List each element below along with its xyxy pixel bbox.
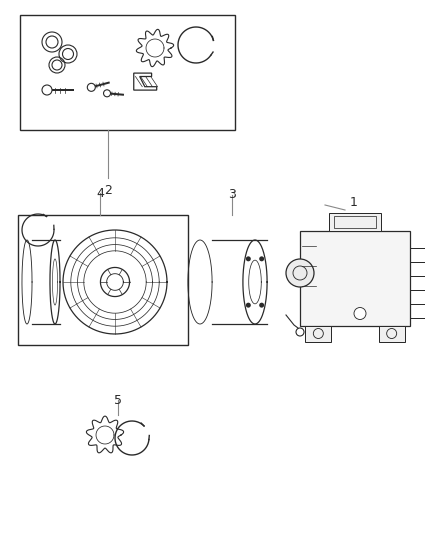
Text: 2: 2 <box>104 184 112 197</box>
Bar <box>379 326 405 342</box>
Bar <box>305 326 331 342</box>
Circle shape <box>354 308 366 319</box>
Bar <box>300 230 410 326</box>
Bar <box>329 213 381 230</box>
Circle shape <box>296 328 304 336</box>
Circle shape <box>87 83 95 91</box>
Bar <box>20 15 235 130</box>
Circle shape <box>42 85 52 95</box>
Text: 3: 3 <box>228 188 236 201</box>
Circle shape <box>246 256 251 261</box>
Bar <box>18 215 188 345</box>
Text: 1: 1 <box>350 196 358 208</box>
Bar <box>334 215 376 228</box>
Circle shape <box>259 303 264 308</box>
Circle shape <box>286 259 314 287</box>
Text: 4: 4 <box>96 187 104 200</box>
Circle shape <box>246 303 251 308</box>
Circle shape <box>259 256 264 261</box>
Polygon shape <box>134 73 157 90</box>
Circle shape <box>103 90 110 97</box>
Text: 5: 5 <box>114 394 122 407</box>
